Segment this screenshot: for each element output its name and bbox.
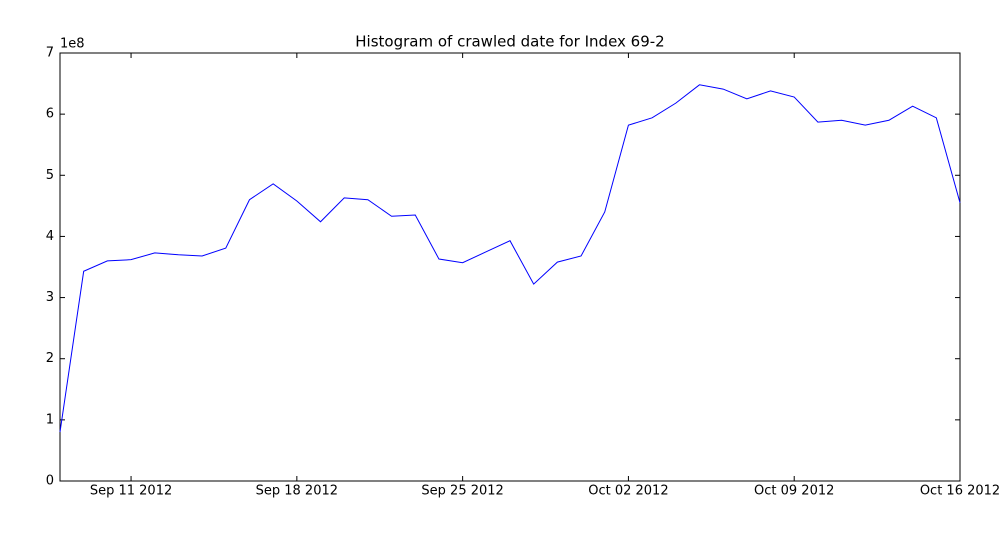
y-tick-label: 2 bbox=[46, 351, 54, 366]
y-tick-label: 4 bbox=[46, 229, 54, 244]
y-tick-label: 6 bbox=[46, 107, 54, 122]
y-tick-label: 7 bbox=[46, 46, 54, 61]
x-tick-label: Oct 16 2012 bbox=[920, 484, 1000, 499]
x-tick-label: Oct 02 2012 bbox=[588, 484, 668, 499]
y-tick-label: 0 bbox=[46, 474, 54, 489]
plot-frame bbox=[59, 52, 961, 482]
data-line bbox=[59, 84, 961, 433]
y-tick-label: 1 bbox=[46, 412, 54, 427]
chart-title: Histogram of crawled date for Index 69-2 bbox=[355, 33, 664, 51]
x-tick-label: Sep 25 2012 bbox=[421, 484, 503, 499]
x-tick-label: Oct 09 2012 bbox=[754, 484, 834, 499]
x-tick-label: Sep 18 2012 bbox=[256, 484, 338, 499]
x-tick-label: Sep 11 2012 bbox=[90, 484, 172, 499]
y-tick-label: 5 bbox=[46, 168, 54, 183]
y-tick-label: 3 bbox=[46, 290, 54, 305]
y-offset-label: 1e8 bbox=[60, 37, 85, 52]
